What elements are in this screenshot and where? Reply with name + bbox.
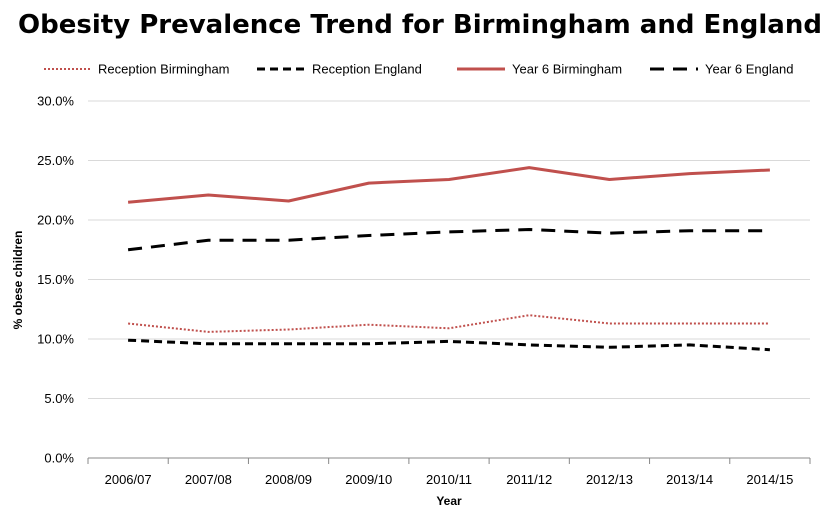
y-tick-label: 20.0% [37, 213, 74, 228]
series-line-reception-birmingham [127, 314, 770, 333]
x-tick-label: 2009/10 [345, 472, 392, 487]
x-tick-label: 2013/14 [666, 472, 713, 487]
x-tick-label: 2007/08 [185, 472, 232, 487]
legend-label: Year 6 England [705, 62, 793, 77]
y-axis-title: % obese children [11, 231, 25, 330]
x-tick-label: 2010/11 [426, 472, 472, 487]
x-tick-label: 2006/07 [105, 472, 152, 487]
legend-label: Year 6 Birmingham [512, 62, 622, 77]
x-tick-label: 2014/15 [746, 472, 793, 487]
legend-label: Reception England [312, 62, 422, 77]
gridlines [88, 100, 810, 399]
y-tick-label: 10.0% [37, 332, 74, 347]
series-lines [127, 166, 770, 352]
legend-item: Reception Birmingham [44, 62, 230, 77]
series-line-reception-england [128, 338, 770, 352]
legend: Reception Birmingham Reception England Yea… [44, 62, 793, 77]
legend-label: Reception Birmingham [98, 62, 230, 77]
x-axis: 2006/07 2007/08 2008/09 2009/10 2010/11 2011/… [87, 458, 811, 487]
series-line-year-6-england [127, 228, 770, 252]
x-tick-label: 2012/13 [586, 472, 633, 487]
y-tick-label: 15.0% [37, 272, 74, 287]
chart-title: Obesity Prevalence Trend for Birmingham … [18, 10, 822, 40]
x-tick-label: 2008/09 [265, 472, 312, 487]
legend-item: Year 6 Birmingham [457, 62, 622, 77]
legend-item: Reception England [257, 62, 422, 77]
x-axis-title: Year [436, 494, 462, 508]
y-tick-label: 25.0% [37, 153, 74, 168]
y-axis: 0.0% 5.0% 10.0% 15.0% 20.0% 25.0% 30.0% [37, 94, 74, 466]
y-tick-label: 5.0% [44, 391, 74, 406]
y-tick-label: 0.0% [44, 451, 74, 466]
y-tick-label: 30.0% [37, 94, 74, 109]
series-line-year-6-birmingham [127, 166, 770, 204]
x-tick-label: 2011/12 [506, 472, 552, 487]
legend-item: Year 6 England [650, 62, 793, 77]
